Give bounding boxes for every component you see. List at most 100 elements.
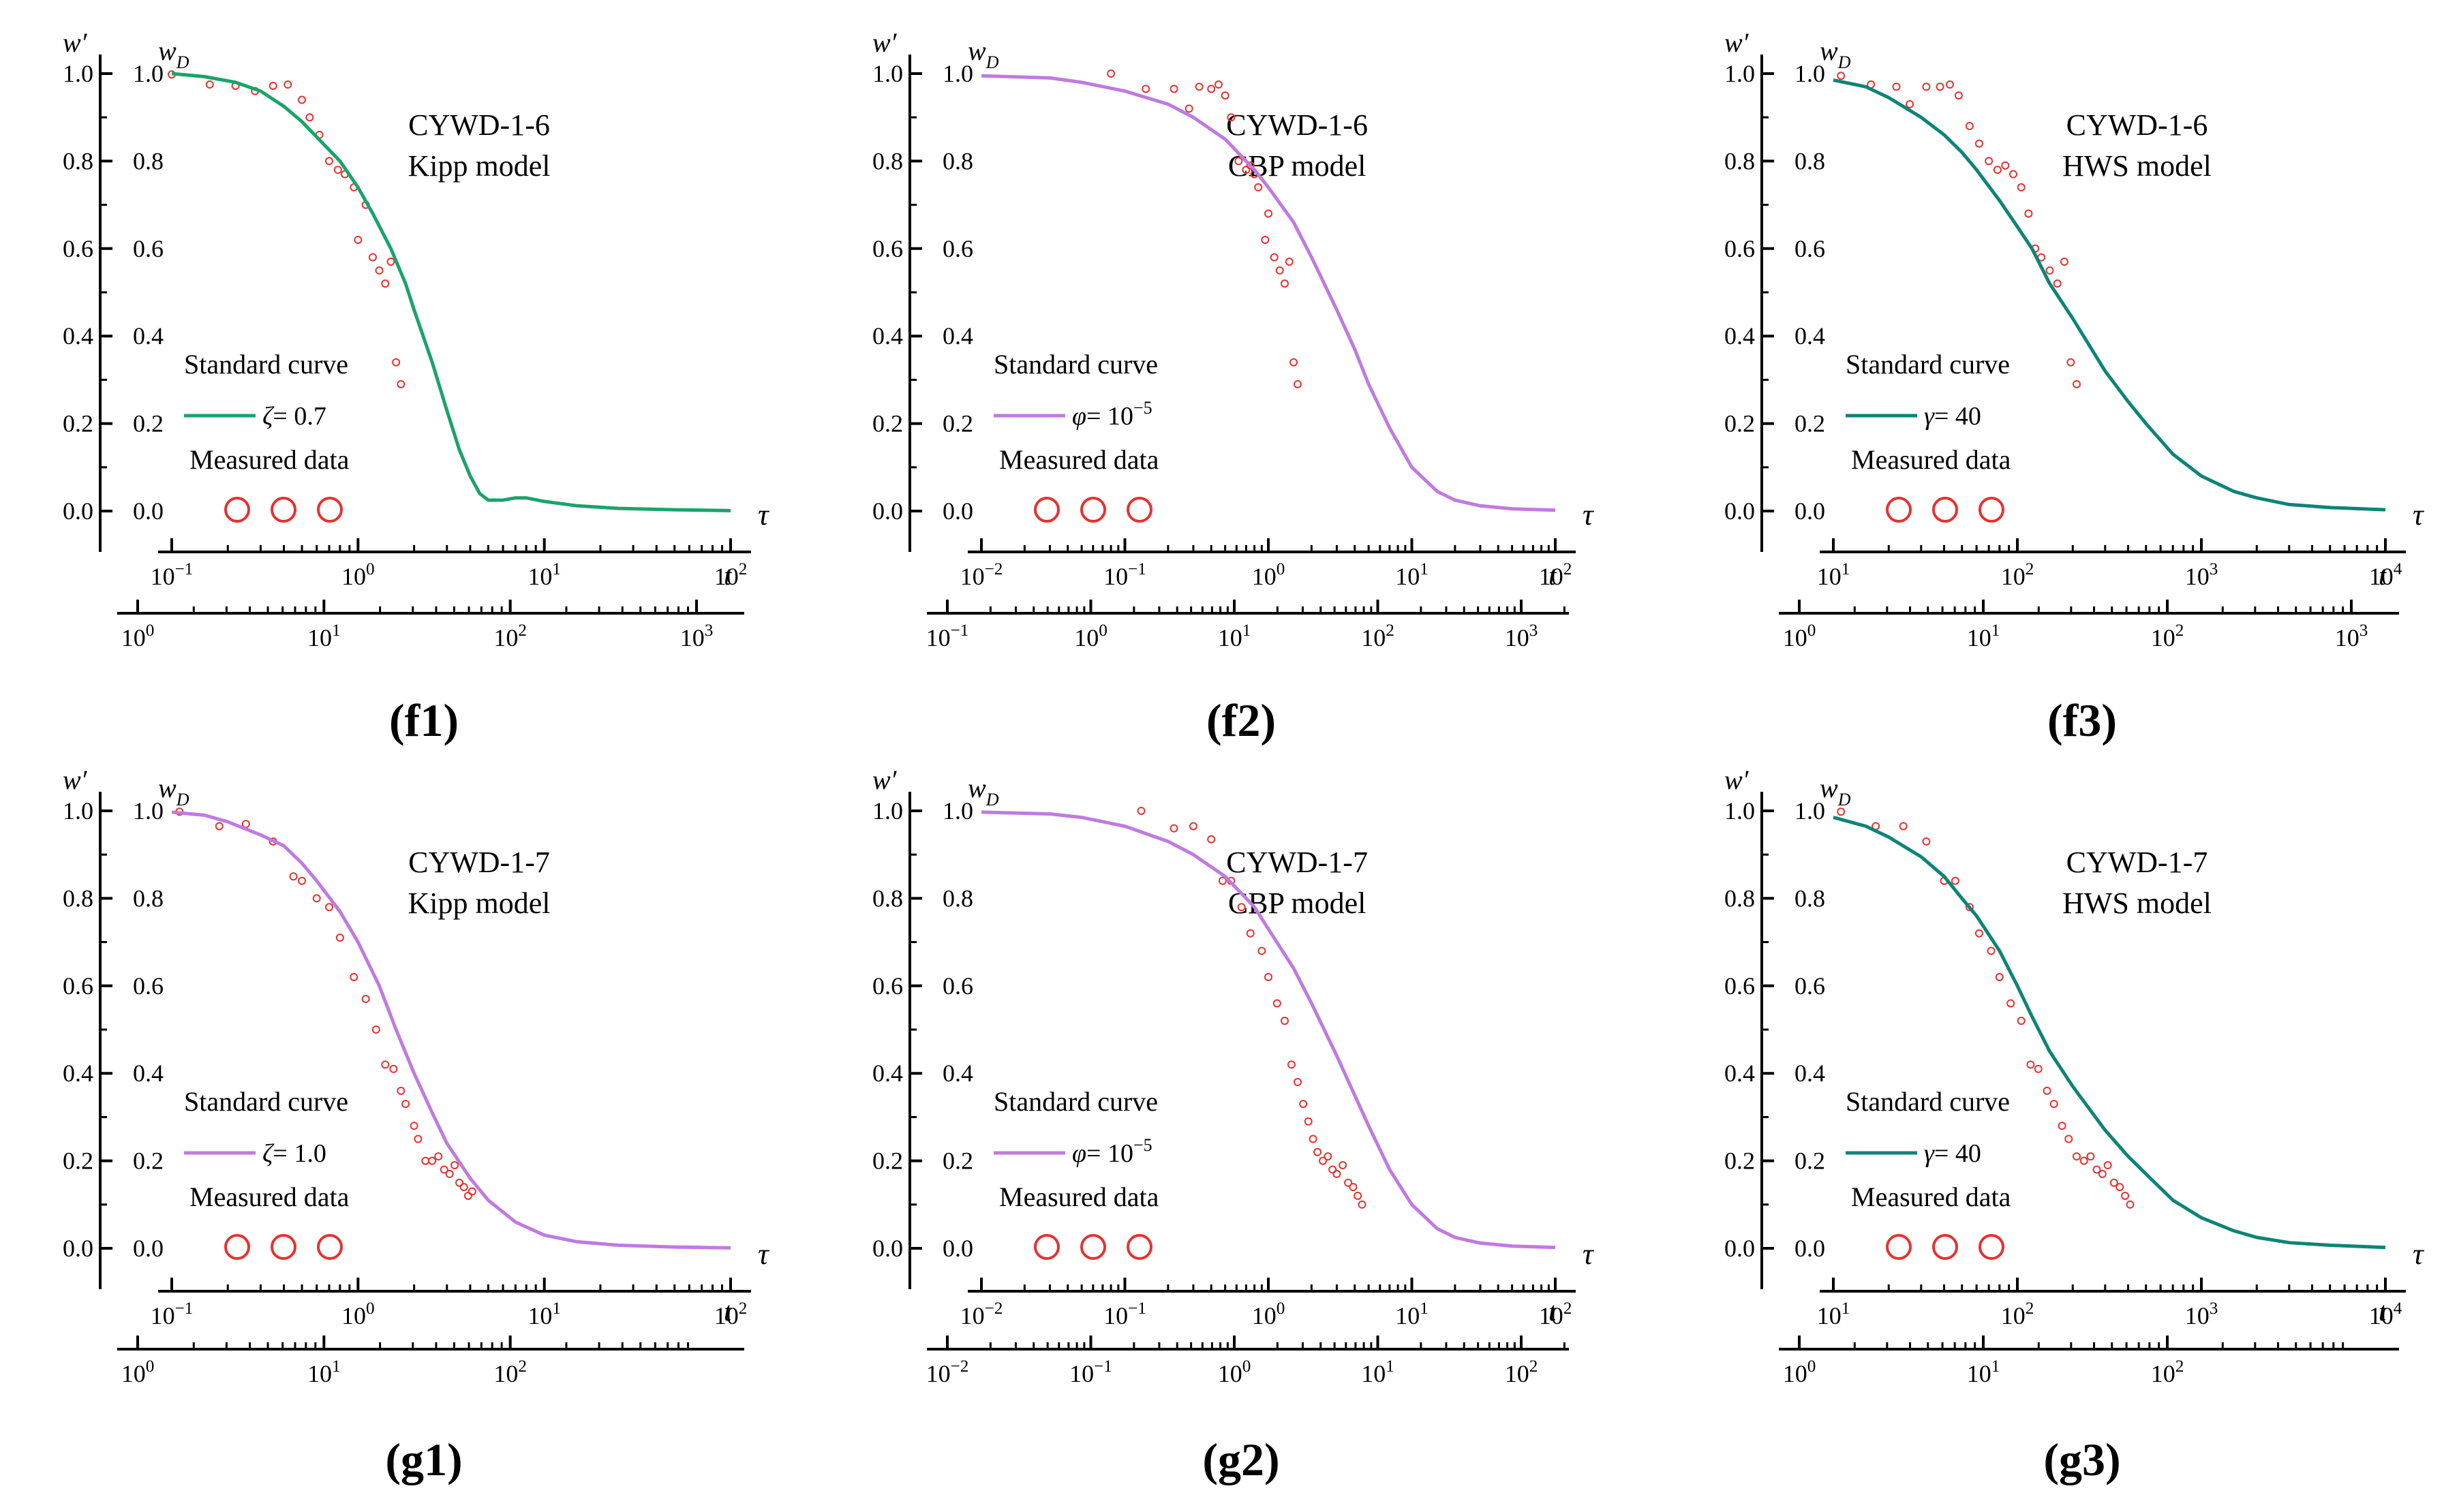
y2-tick-label: 0.4: [943, 322, 973, 350]
y2-tick-label: 0.2: [1794, 1147, 1825, 1175]
measured-point: [324, 157, 333, 166]
measured-point: [1995, 972, 2004, 981]
y-tick-label: 1.0: [872, 797, 903, 824]
measured-point: [2109, 1178, 2118, 1187]
measured-point: [440, 1165, 448, 1174]
t-axis-label: t: [2379, 560, 2387, 591]
measured-point: [2024, 209, 2033, 218]
measured-point: [381, 279, 390, 288]
measured-point: [468, 1187, 476, 1196]
measured-point: [324, 903, 333, 912]
standard-curve-line: [1833, 816, 2386, 1250]
y2-tick-label: 0.8: [1794, 884, 1825, 912]
measured-point: [1293, 1078, 1302, 1087]
y2-tick-label: 0.8: [133, 884, 164, 912]
measured-point: [2017, 183, 2026, 191]
tau-tick-label: 101: [528, 1299, 561, 1329]
t-tick-label: 101: [1967, 621, 2000, 651]
t-tick-label: 102: [1361, 621, 1394, 651]
y-axis-label: w′: [63, 765, 88, 795]
legend-marker: [1034, 1234, 1060, 1260]
legend-curve-label: Standard curve: [1846, 1086, 2010, 1117]
y-tick-label: 1.0: [872, 60, 903, 87]
y-tick-label: 0.8: [872, 884, 903, 912]
standard-curve-line: [171, 72, 731, 512]
legend-data-label: Measured data: [999, 444, 1159, 475]
measured-point: [1954, 91, 1963, 100]
t-axis-label: t: [1548, 1296, 1557, 1327]
y2-tick-label: 0.6: [133, 972, 164, 1000]
y-tick-label: 0.2: [63, 410, 93, 437]
measured-point: [389, 1064, 398, 1073]
tau-axis-label: τ: [758, 498, 770, 531]
standard-curve-line: [171, 810, 731, 1250]
tau-tick-label: 101: [528, 560, 561, 590]
measured-point: [1985, 157, 1994, 166]
measured-point: [361, 995, 370, 1004]
y-tick-label: 0.0: [1724, 497, 1755, 525]
tau-axis-label: τ: [2413, 498, 2425, 531]
t-tick-label: 10−1: [926, 621, 969, 651]
measured-point: [2017, 1017, 2026, 1025]
measured-point: [2103, 1161, 2112, 1170]
y2-axis-label: wD: [968, 35, 999, 72]
y2-axis-label: wD: [1820, 35, 1851, 72]
tau-axis-label: τ: [1583, 1237, 1595, 1271]
measured-point: [1354, 1191, 1362, 1200]
measured-point: [1324, 1152, 1332, 1161]
legend-marker: [1979, 497, 2004, 523]
legend-marker: [1080, 497, 1106, 523]
measured-point: [428, 1156, 437, 1165]
y-tick-label: 0.8: [872, 147, 903, 174]
y2-tick-label: 0.0: [133, 497, 164, 525]
legend-param-label: φ= 10−5: [1072, 398, 1152, 431]
measured-point: [2049, 1100, 2058, 1109]
t-tick-label: 100: [1783, 1357, 1816, 1387]
y-axis-label: w′: [1724, 27, 1750, 58]
measured-point: [1254, 183, 1263, 191]
y2-tick-label: 0.8: [133, 147, 164, 174]
measured-point: [2034, 1064, 2043, 1073]
measured-point: [2045, 266, 2054, 275]
measured-point: [1965, 903, 1974, 912]
y-tick-label: 0.8: [63, 884, 93, 912]
measured-point: [2079, 1156, 2088, 1165]
y2-tick-label: 0.4: [1794, 1060, 1825, 1087]
legend-curve-label: Standard curve: [184, 349, 348, 380]
y2-axis-label: wD: [968, 773, 999, 809]
measured-point: [1993, 166, 2002, 174]
measured-point: [1922, 837, 1931, 846]
y2-tick-label: 0.6: [1794, 235, 1825, 262]
legend-marker: [224, 1234, 250, 1260]
measured-point: [333, 166, 342, 174]
y-tick-label: 0.6: [63, 235, 93, 262]
legend-marker: [1034, 497, 1060, 523]
y2-tick-label: 1.0: [133, 60, 164, 87]
y-tick-label: 0.8: [63, 147, 93, 174]
y-tick-label: 0.6: [872, 972, 903, 1000]
y2-tick-label: 1.0: [1794, 60, 1825, 87]
y-tick-label: 0.2: [1724, 1147, 1755, 1175]
measured-point: [2008, 170, 2017, 179]
tau-tick-label: 10−1: [151, 1299, 194, 1329]
measured-point: [1293, 380, 1302, 388]
chart-g3: 1.0 1.0 0.8 0.8 0.6 0.6 0.4 0.4 0.2 0.2 0.0 0.0 w′ wD…: [1724, 765, 2425, 1485]
measured-point: [1264, 972, 1272, 981]
y2-axis-label: wD: [158, 773, 189, 809]
tau-tick-label: 104: [2369, 560, 2402, 590]
measured-point: [2026, 1060, 2035, 1069]
measured-point: [269, 81, 277, 90]
measured-point: [2066, 358, 2075, 367]
y-tick-label: 0.0: [1724, 1235, 1755, 1262]
t-tick-label: 100: [1074, 621, 1108, 651]
tau-tick-label: 100: [1252, 1299, 1285, 1329]
measured-point: [463, 1191, 472, 1200]
chart-g1: 1.0 1.0 0.8 0.8 0.6 0.6 0.4 0.4 0.2 0.2 0.0 0.0 w′ wD…: [63, 765, 770, 1485]
y2-tick-label: 0.4: [133, 1060, 164, 1087]
legend-curve-label: Standard curve: [994, 1086, 1158, 1117]
measured-point: [1287, 1060, 1296, 1069]
measured-point: [1946, 80, 1955, 89]
legend-marker: [1886, 497, 1912, 523]
measured-point: [375, 266, 384, 275]
measured-point: [1280, 279, 1289, 288]
